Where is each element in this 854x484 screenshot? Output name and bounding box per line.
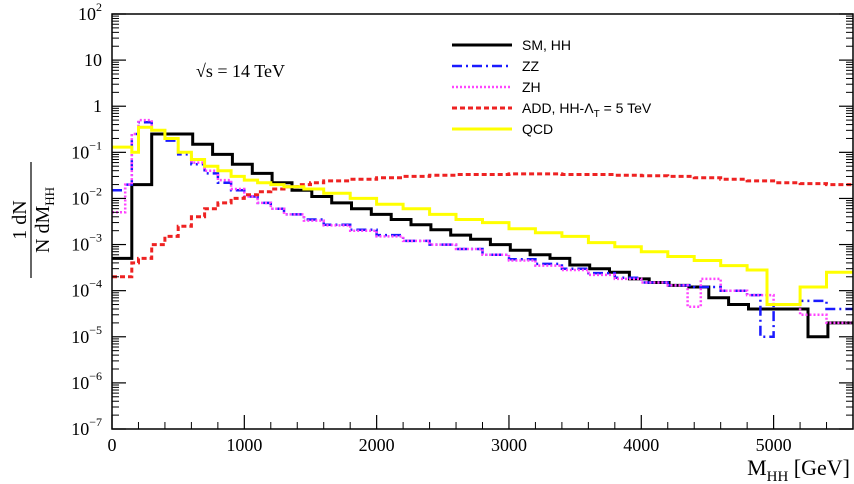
energy-annotation-sqrt: √ (196, 61, 206, 81)
y-tick-label: 10−5 (71, 323, 102, 347)
axis-ticks: 0 1000 2000 3000 4000 5000 10−7 10−6 10−5 10−4 10−… (71, 0, 854, 455)
y-tick-label: 10−2 (71, 184, 102, 208)
y-axis-title-denominator: N dMHH (32, 187, 57, 253)
y-tick-label: 10 (84, 50, 102, 70)
x-tick-label: 2000 (359, 435, 395, 455)
legend-label-4: QCD (522, 121, 553, 137)
legend-label-3: ADD, HH-ΛT = 5 TeV (522, 100, 652, 120)
y-tick-label: 10−6 (71, 369, 102, 393)
y-tick-label: 10−1 (71, 138, 102, 162)
series-line-1 (112, 120, 853, 339)
x-tick-label: 4000 (623, 435, 659, 455)
legend-label-1: ZZ (522, 58, 540, 74)
y-axis-title-numerator: 1 dN (9, 200, 31, 239)
x-axis-title-main: M (747, 455, 767, 480)
x-axis-title-sub: HH (767, 469, 789, 484)
y-axis-title-denominator-sub: HH (42, 187, 57, 206)
y-axis-title-denominator-main: N dM (32, 206, 54, 253)
legend-label-0: SM, HH (522, 37, 571, 53)
series-line-0 (112, 132, 853, 339)
x-axis-title-unit: [GeV] (788, 455, 850, 480)
x-tick-label: 5000 (756, 435, 792, 455)
y-tick-label: 1 (93, 96, 102, 116)
energy-annotation: √s = 14 TeV (196, 61, 285, 81)
series-line-4 (112, 125, 853, 306)
x-tick-label: 0 (108, 435, 117, 455)
y-tick-label: 10−7 (71, 415, 102, 439)
x-axis-title: MHH [GeV] (747, 455, 850, 484)
series-layer (112, 118, 853, 339)
energy-annotation-text: s = 14 TeV (206, 61, 285, 81)
series-line-3 (112, 172, 853, 279)
legend-label-2: ZH (522, 79, 541, 95)
x-tick-label: 3000 (491, 435, 527, 455)
y-tick-label: 10−4 (71, 277, 102, 301)
x-tick-label: 1000 (226, 435, 262, 455)
y-axis-title: 1 dN N dMHH (9, 162, 57, 278)
y-tick-label: 10−3 (71, 231, 102, 255)
y-tick-label: 102 (78, 0, 102, 24)
